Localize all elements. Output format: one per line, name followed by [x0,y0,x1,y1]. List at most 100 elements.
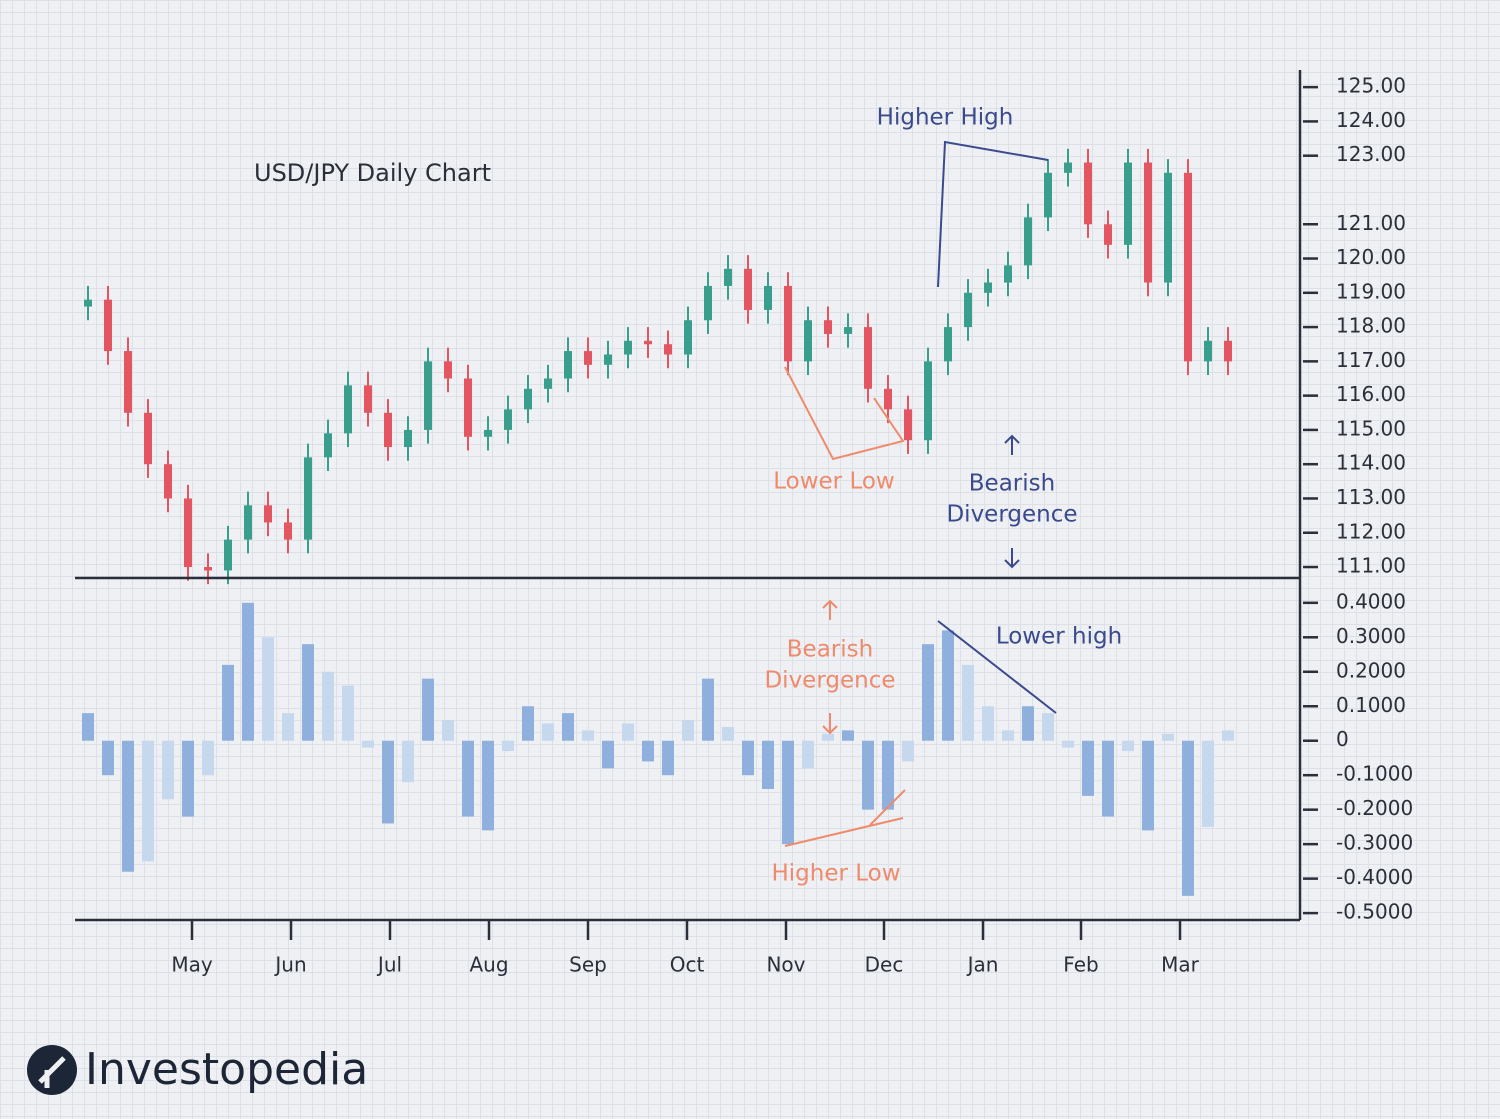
arrow [822,599,838,735]
y-tick-label: 0.1000 [1336,693,1406,717]
histogram-bar [642,740,654,762]
candle-body [184,498,192,568]
candle-body [744,268,752,310]
candle-body [824,320,832,334]
candle-body [764,285,772,310]
candle-body [1144,162,1152,283]
histogram-bar [682,720,694,741]
candle-body [304,457,312,540]
y-tick-label: 0.2000 [1336,658,1406,682]
annotation: Divergence [946,502,1077,528]
x-tick-label: Sep [569,953,607,977]
candle-layer [84,148,1232,585]
histogram-bar [462,740,474,817]
histogram-bar [242,602,254,741]
candle-body [544,378,552,389]
histogram-bar [882,740,894,810]
histogram-bar [382,740,394,824]
histogram-bar [622,723,634,741]
candle-body [1084,162,1092,225]
candle-body [1044,172,1052,218]
histogram-bar [202,740,214,776]
histogram-bar [742,740,754,776]
histogram-bar [962,664,974,741]
candle-body [264,505,272,523]
y-tick-label: -0.2000 [1336,796,1413,820]
histogram-bar [142,740,154,862]
candle-body [484,429,492,437]
y-tick-label: 120.00 [1336,245,1406,269]
histogram-bar [1122,740,1134,752]
candle-body [124,351,132,413]
candle-body [804,320,812,362]
y-tick-label: -0.3000 [1336,831,1413,855]
candle-body [524,388,532,410]
candle-body [1224,340,1232,362]
y-tick-label: -0.1000 [1336,762,1413,786]
histogram-bar [922,644,934,741]
histogram-bar [522,706,534,741]
candle-body [944,327,952,362]
y-tick-label: 111.00 [1336,554,1406,578]
histogram-bar [1062,740,1074,748]
candle-body [104,299,112,352]
y-tick-label: 116.00 [1336,382,1406,406]
arrow [1004,434,1020,569]
candle-body [724,268,732,286]
candle-body [244,505,252,540]
histogram-bar [722,726,734,741]
candle-body [364,385,372,413]
y-tick-label: 114.00 [1336,451,1406,475]
candle-body [1124,162,1132,245]
histogram-bar [422,678,434,741]
axes [75,70,1318,940]
histogram-bar [362,740,374,748]
x-tick-label: Oct [670,953,705,977]
candle-body [1004,265,1012,283]
candle-body [964,292,972,328]
candle-body [464,378,472,437]
y-tick-label: 124.00 [1336,108,1406,132]
histogram-bar [262,637,274,741]
y-tick-label: 119.00 [1336,279,1406,303]
candle-body [1204,340,1212,362]
x-tick-label: Dec [865,953,904,977]
y-tick-label: 0.4000 [1336,589,1406,613]
histogram-bar [762,740,774,789]
histogram-bar [1042,713,1054,741]
histogram-bar [1102,740,1114,817]
candle-body [864,327,872,389]
candle-body [664,344,672,355]
histogram-bar [122,740,134,872]
candle-body [704,285,712,321]
candle-body [404,429,412,448]
histogram-bar [1022,706,1034,741]
x-tick-label: Jun [273,953,306,977]
histogram-bar [322,671,334,741]
histogram-bar [602,740,614,769]
histogram-bar [402,740,414,783]
brand: Investopedia [85,1044,368,1095]
histogram-bar [582,730,594,741]
candle-body [564,351,572,379]
candle-body [504,409,512,430]
candle-body [324,433,332,458]
annotation: Higher Low [771,861,900,887]
candle-body [144,412,152,465]
histogram-bar [222,664,234,741]
candle-body [204,567,212,571]
annotation-line [784,789,906,847]
annotation-line [937,620,1057,714]
annotation-line [784,366,905,461]
x-tick-label: Jul [376,953,402,977]
y-tick-label: 115.00 [1336,416,1406,440]
histogram-bar [82,713,94,741]
x-tick-label: Feb [1063,953,1098,977]
histogram-bar [822,733,834,741]
y-tick-label: 121.00 [1336,211,1406,235]
annotation: Lower Low [773,469,895,495]
candle-body [284,522,292,540]
x-tick-label: Mar [1161,953,1200,977]
